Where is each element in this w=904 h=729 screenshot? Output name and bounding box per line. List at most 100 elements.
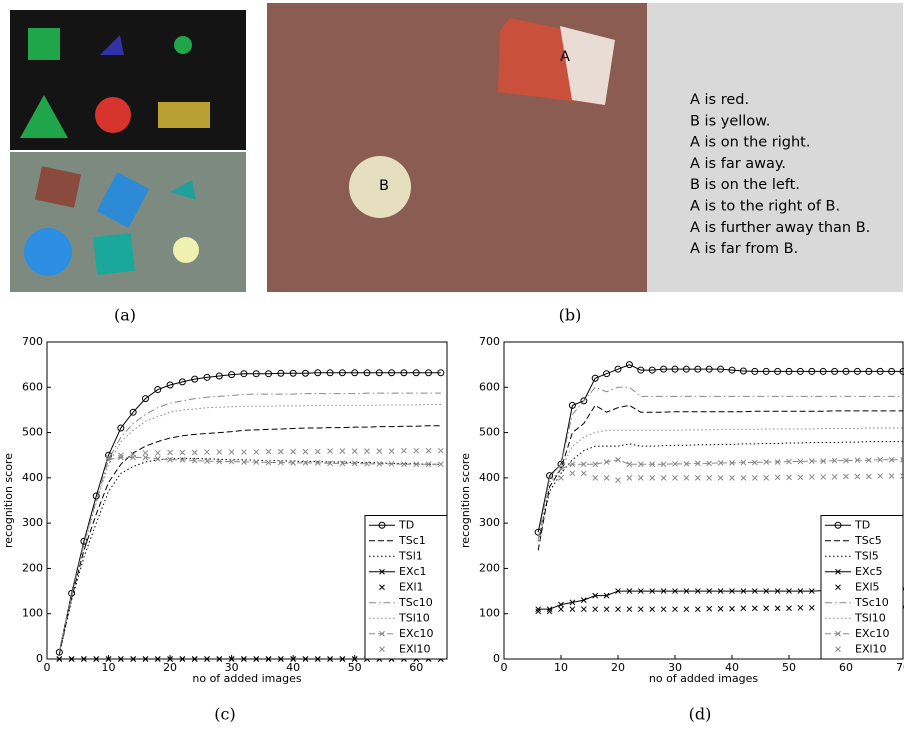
y-tick-label: 100 (479, 607, 500, 620)
marker (569, 606, 576, 613)
marker (216, 458, 223, 465)
marker (204, 458, 210, 464)
marker (808, 588, 815, 594)
marker (314, 448, 321, 455)
marker (717, 460, 724, 466)
marker (289, 369, 297, 377)
marker (302, 448, 309, 455)
marker (694, 475, 701, 481)
marker (835, 646, 841, 653)
marker (117, 454, 124, 461)
statement: A is to the right of B. (690, 199, 840, 215)
marker (105, 656, 112, 662)
marker (797, 458, 804, 465)
marker (167, 456, 173, 463)
marker (592, 606, 599, 613)
x-axis-label: no of added images (192, 672, 302, 685)
marker (660, 606, 667, 613)
marker (740, 475, 747, 481)
marker (68, 656, 75, 662)
marker (808, 458, 815, 464)
marker (388, 448, 395, 454)
marker (786, 588, 792, 594)
marker (637, 588, 644, 594)
photo-shapes-synthetic (10, 10, 246, 150)
marker (835, 630, 841, 637)
marker (413, 447, 420, 454)
marker (425, 369, 433, 377)
marker (339, 656, 346, 662)
x-tick-label: 40 (286, 661, 300, 674)
legend-label: TSc10 (398, 596, 433, 609)
marker (739, 367, 747, 375)
statement: A is further away than B. (690, 220, 870, 236)
marker (400, 369, 408, 377)
marker (592, 475, 599, 481)
marker (191, 375, 199, 383)
marker (379, 646, 385, 653)
marker (614, 365, 622, 373)
marker (558, 475, 564, 481)
marker (740, 605, 747, 612)
marker (899, 367, 904, 375)
marker (228, 449, 235, 455)
marker (338, 369, 346, 377)
marker (351, 460, 358, 467)
marker (379, 584, 385, 591)
marker (706, 475, 713, 481)
legend-label: EXc10 (399, 627, 434, 640)
marker (277, 459, 284, 466)
marker (388, 369, 396, 377)
marker (774, 459, 781, 465)
marker (819, 367, 827, 375)
marker (615, 456, 621, 463)
marker (740, 588, 747, 594)
marker (327, 448, 333, 454)
marker (290, 656, 297, 662)
series-line (58, 425, 441, 655)
marker (603, 606, 610, 613)
marker (808, 367, 816, 375)
statement: A is red. (690, 92, 749, 108)
marker (706, 460, 713, 467)
legend-label: TSl10 (398, 611, 430, 624)
marker (615, 477, 621, 483)
marker (603, 459, 610, 465)
marker (277, 369, 285, 377)
marker (888, 473, 895, 479)
marker (603, 370, 611, 378)
marker (853, 367, 861, 375)
marker (569, 470, 576, 477)
marker (592, 592, 599, 599)
marker (854, 457, 861, 464)
marker (637, 606, 644, 613)
marker (425, 447, 432, 454)
marker (694, 588, 701, 594)
marker (835, 584, 841, 591)
caption: (b) (559, 306, 582, 325)
marker (167, 656, 173, 662)
marker (649, 475, 656, 481)
marker (717, 588, 724, 594)
y-tick-label: 700 (22, 335, 43, 348)
marker (615, 588, 621, 594)
marker (129, 408, 137, 416)
marker (339, 460, 346, 467)
marker (774, 474, 781, 481)
x-tick-label: 0 (44, 661, 51, 674)
marker (637, 475, 644, 481)
series-line (58, 457, 441, 655)
marker (154, 386, 162, 394)
marker (762, 367, 770, 375)
marker (351, 448, 358, 454)
marker (93, 656, 100, 662)
marker (843, 457, 849, 464)
marker (786, 605, 792, 612)
marker (774, 588, 781, 594)
y-tick-label: 400 (22, 471, 43, 484)
marker (729, 588, 735, 594)
marker (672, 606, 678, 613)
marker (672, 588, 678, 594)
marker (154, 656, 161, 662)
